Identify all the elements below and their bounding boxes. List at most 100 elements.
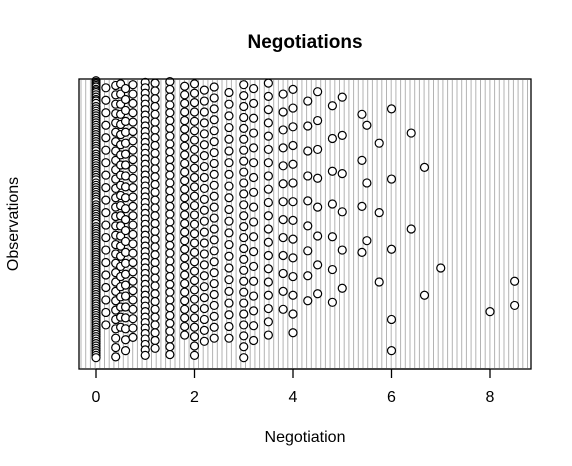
observation-point: [249, 335, 259, 346]
observation-point: [128, 201, 138, 211]
x-tick-label-4: 4: [289, 389, 298, 406]
observation-point: [120, 171, 131, 181]
observation-point: [224, 134, 234, 144]
observation-point: [165, 170, 175, 180]
observation-point: [150, 250, 160, 260]
observation-point: [288, 290, 298, 300]
observation-point: [327, 297, 337, 307]
observation-point: [485, 307, 495, 317]
observation-point: [209, 126, 219, 136]
observation-point: [120, 193, 131, 203]
observation-point: [199, 140, 209, 150]
observation-point: [150, 164, 160, 174]
observation-point: [189, 257, 200, 267]
observation-point: [128, 276, 138, 286]
observation-point: [239, 80, 249, 90]
observation-point: [150, 101, 160, 112]
observation-point: [189, 341, 200, 351]
observation-point: [303, 146, 313, 156]
observation-point: [288, 178, 298, 188]
observation-point: [406, 224, 416, 234]
observation-point: [128, 295, 138, 305]
observation-point: [278, 143, 288, 153]
observation-point: [189, 98, 200, 108]
observation-point: [150, 172, 160, 182]
observation-point: [189, 135, 200, 145]
observation-point: [239, 112, 249, 123]
observation-point: [263, 224, 273, 234]
observation-point: [288, 271, 298, 282]
observation-point: [249, 113, 259, 123]
observation-point: [128, 80, 138, 90]
observation-point: [263, 290, 273, 300]
observation-point: [313, 87, 323, 97]
observation-point: [128, 257, 138, 268]
observation-point: [189, 322, 200, 332]
observation-point: [209, 322, 219, 332]
observation-point: [128, 229, 138, 240]
observation-point: [263, 131, 273, 141]
observation-point: [209, 169, 219, 179]
observation-point: [189, 266, 200, 276]
observation-point: [165, 84, 175, 94]
observation-point: [120, 105, 131, 116]
observation-point: [239, 178, 249, 188]
observation-point: [111, 352, 121, 362]
observation-point: [128, 98, 138, 109]
observation-point: [239, 156, 249, 166]
observation-point: [189, 313, 200, 323]
observation-point: [209, 333, 219, 343]
observation-point: [101, 270, 111, 280]
observation-point: [199, 336, 209, 346]
observation-point: [189, 238, 200, 248]
observation-point: [357, 201, 367, 211]
observation-point: [249, 172, 259, 183]
observation-point: [199, 303, 209, 314]
observation-point: [249, 291, 259, 301]
observation-point: [224, 263, 234, 273]
observation-point: [150, 257, 160, 268]
observation-point: [224, 204, 234, 215]
observation-point: [189, 126, 200, 136]
observation-point: [239, 90, 249, 101]
observation-point: [224, 169, 234, 179]
observation-point: [150, 86, 160, 96]
observation-point: [249, 98, 259, 109]
x-tick-label-0: 0: [92, 389, 101, 406]
observation-point: [165, 310, 175, 321]
observation-point: [150, 179, 160, 190]
observation-point: [150, 187, 160, 197]
observation-point: [165, 147, 175, 157]
observation-point: [189, 247, 200, 257]
observation-point: [189, 182, 200, 192]
observation-point: [180, 167, 190, 177]
observation-point: [288, 122, 298, 132]
observation-point: [313, 115, 323, 126]
observation-point: [150, 328, 160, 338]
observation-point: [249, 232, 259, 242]
observation-point: [165, 271, 175, 282]
observation-point: [101, 120, 111, 130]
observation-point: [239, 167, 249, 177]
observation-point: [239, 189, 249, 199]
observation-point: [165, 225, 175, 235]
observation-point: [224, 239, 234, 250]
observation-point: [249, 158, 259, 168]
observation-point: [362, 178, 372, 188]
observation-point: [239, 320, 249, 330]
observation-point: [180, 227, 190, 237]
observation-point: [288, 309, 298, 319]
observation-point: [386, 346, 397, 356]
observation-point: [180, 321, 190, 332]
observation-point: [189, 191, 200, 201]
observation-point: [249, 143, 259, 153]
observation-point: [209, 246, 219, 256]
observation-point: [91, 353, 101, 363]
observation-point: [128, 248, 138, 258]
x-axis: 0 2 4 6 8: [92, 368, 495, 406]
observation-point: [239, 276, 249, 286]
observation-point: [327, 101, 337, 111]
observation-point: [150, 140, 160, 151]
observation-point: [150, 203, 160, 213]
